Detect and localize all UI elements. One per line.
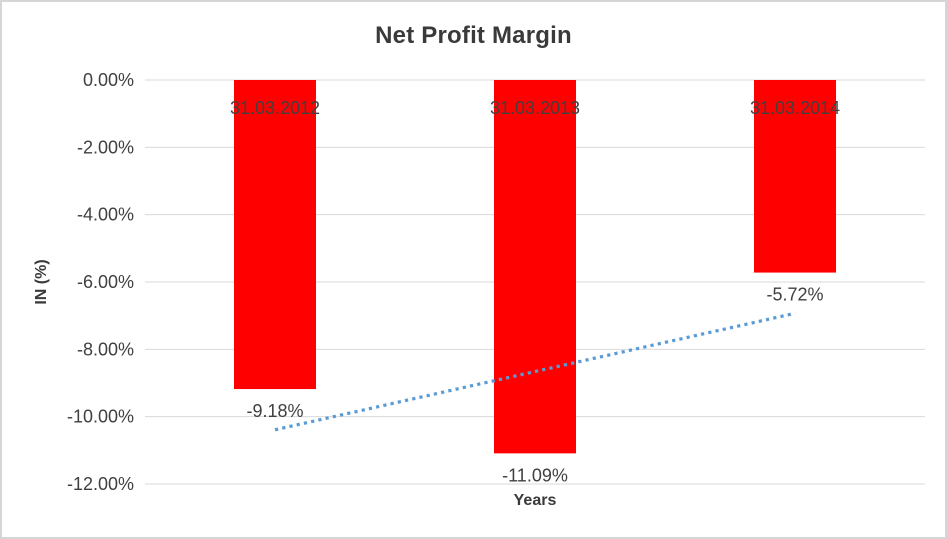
trendline: [274, 311, 796, 432]
category-label: 31.03.2012: [230, 98, 320, 118]
category-label: 31.03.2014: [750, 98, 840, 118]
x-axis-title: Years: [513, 492, 557, 509]
data-label: -5.72%: [766, 285, 823, 305]
bar: [494, 80, 576, 454]
data-label: -9.18%: [246, 401, 303, 421]
chart-title: Net Profit Margin: [375, 22, 572, 49]
y-tick-label: -12.00%: [67, 474, 134, 494]
data-label: -11.09%: [502, 465, 568, 485]
y-tick-label: -6.00%: [77, 272, 134, 292]
bar: [234, 80, 316, 390]
y-tick-label: -10.00%: [67, 407, 134, 427]
category-label: 31.03.2013: [490, 98, 580, 118]
y-tick-label: -2.00%: [77, 137, 134, 157]
y-tick-label: 0.00%: [83, 70, 134, 90]
y-tick-label: -8.00%: [77, 339, 134, 359]
bar: [754, 80, 836, 273]
y-tick-label: -4.00%: [77, 205, 134, 225]
